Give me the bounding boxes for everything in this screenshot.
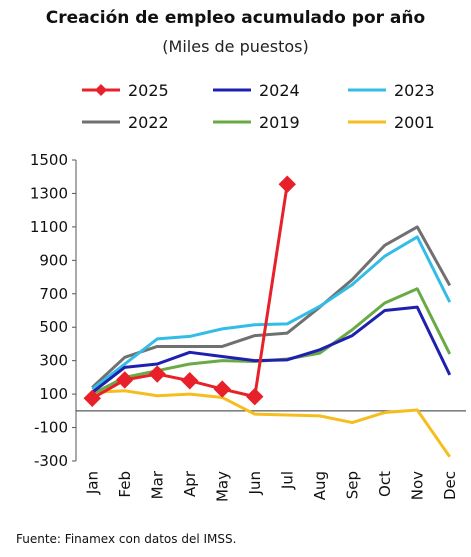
series-line-2024 [91,305,452,394]
y-tick-label: 700 [39,285,68,303]
y-tick-label: 300 [39,352,68,370]
x-tick-label: Jan [83,471,101,495]
y-tick-label: -300 [34,452,68,470]
y-tick-label: 1100 [30,218,68,236]
series-line-2019 [91,287,452,396]
legend-item-2019: 2019 [213,113,300,132]
chart-subtitle: (Miles de puestos) [162,37,309,56]
source-note: Fuente: Finamex con datos del IMSS. [16,532,237,546]
x-tick-label: Feb [116,471,134,498]
y-tick-label: 900 [39,251,68,269]
legend: 2025 2024 2023 2022 2019 2001 [82,81,435,132]
x-tick-label: Mar [148,470,166,499]
chart-title: Creación de empleo acumulado por año [45,8,426,28]
x-tick-label: Aug [311,471,329,500]
y-tick-label: 1500 [30,151,68,169]
series-line-2023 [91,235,452,391]
legend-marker [95,84,107,96]
legend-item-2022: 2022 [82,113,169,132]
legend-item-2023: 2023 [348,81,435,100]
x-tick-label: Nov [408,471,426,500]
x-tick-label: May [213,471,231,502]
x-tick-label: Apr [181,470,199,497]
legend-label: 2019 [259,113,300,132]
y-tick-label: -100 [34,419,68,437]
legend-label: 2001 [394,113,435,132]
data-point-2025 [148,365,166,383]
data-point-2025 [213,380,231,398]
legend-item-2001: 2001 [348,113,435,132]
data-point-2025 [116,371,134,389]
legend-item-2025: 2025 [82,81,169,100]
legend-label: 2022 [128,113,169,132]
series-line-2001 [92,389,451,458]
x-tick-label: Dec [441,471,459,500]
data-point-2025 [181,372,199,390]
x-tick-label: Jul [278,471,296,490]
y-tick-label: 500 [39,318,68,336]
series-line-2022 [91,225,452,389]
data-point-2025 [246,387,264,406]
data-point-2025 [278,175,296,193]
legend-label: 2024 [259,81,300,100]
data-point-2025 [83,389,101,407]
x-tick-label: Jun [246,471,264,495]
x-tick-label: Sep [343,471,361,499]
legend-label: 2025 [128,81,169,100]
legend-label: 2023 [394,81,435,100]
y-tick-label: 100 [39,385,68,403]
y-tick-label: 1300 [30,184,68,202]
series-lines [83,175,452,458]
legend-item-2024: 2024 [213,81,300,100]
x-tick-label: Oct [376,471,394,497]
